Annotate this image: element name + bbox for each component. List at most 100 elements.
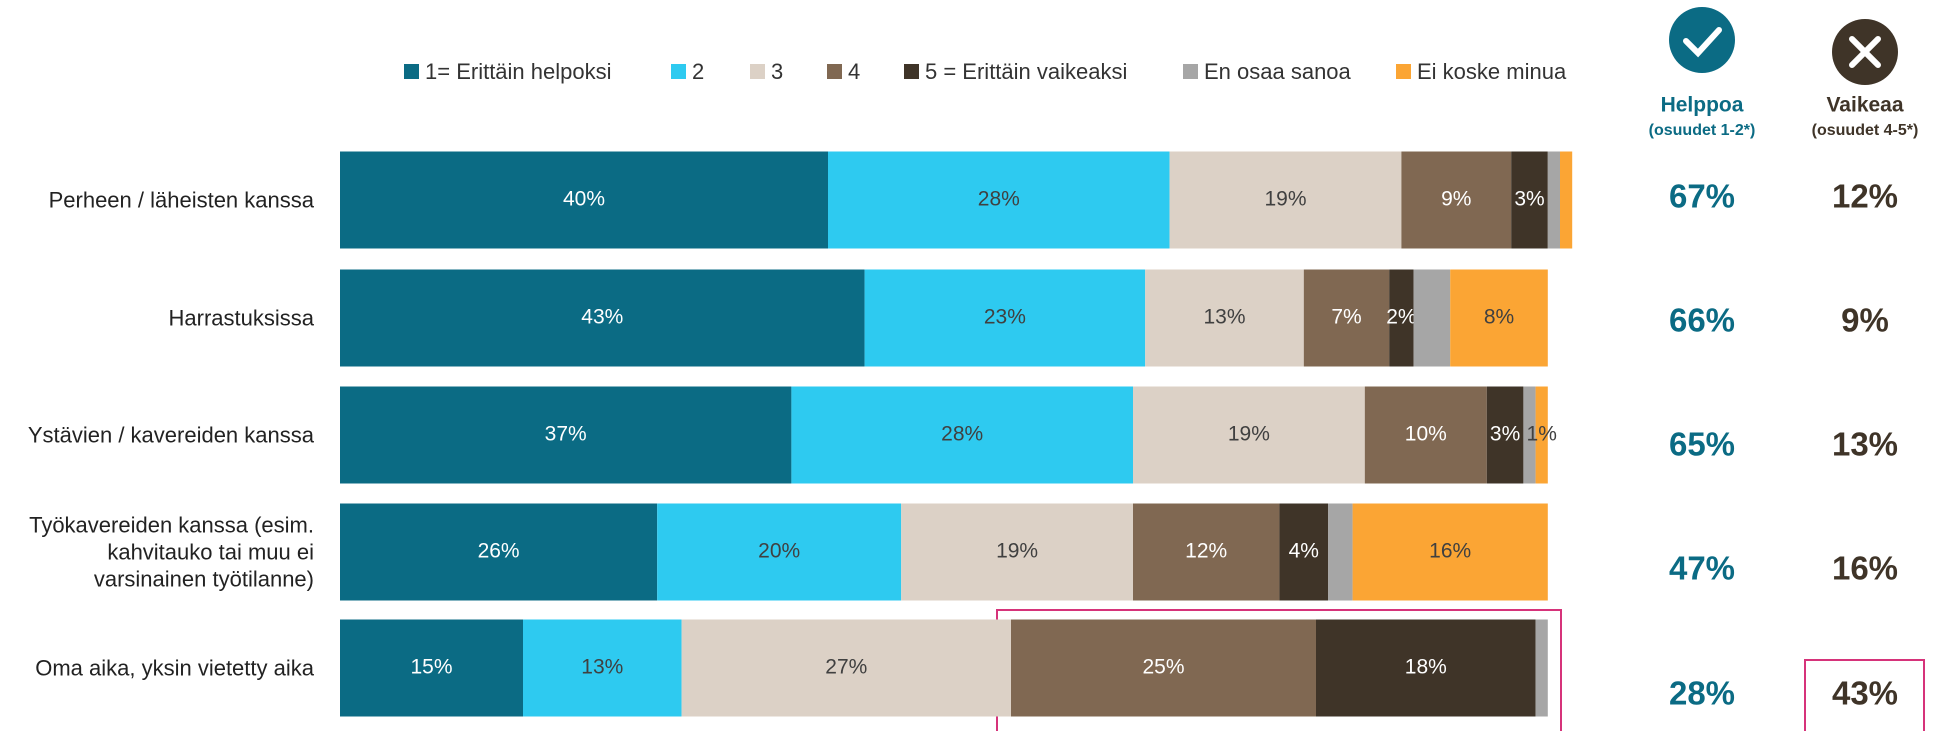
bar-segment xyxy=(340,619,523,717)
category-label: Oma aika, yksin vietetty aika xyxy=(35,655,314,681)
bar-segment xyxy=(1169,151,1402,249)
data-label: 23% xyxy=(984,306,1026,329)
data-label: 4% xyxy=(1289,540,1319,563)
legend-label: 1= Erittäin helpoksi xyxy=(425,59,612,84)
data-label: 2% xyxy=(1386,306,1416,329)
bar-segment xyxy=(901,503,1133,601)
bar-segment xyxy=(1535,619,1548,717)
bar-segment xyxy=(1535,386,1548,484)
bar-segment xyxy=(1401,151,1512,249)
data-label: 40% xyxy=(563,188,605,211)
data-label: 1% xyxy=(1527,423,1557,446)
summary-subtitle: (osuudet 1-2*) xyxy=(1649,122,1756,139)
summary-value: 67% xyxy=(1669,178,1735,215)
bar-segment xyxy=(1011,619,1316,717)
summary-title: Vaikeaa xyxy=(1826,94,1903,117)
category-label: Perheen / läheisten kanssa xyxy=(48,187,314,213)
legend-label: 5 = Erittäin vaikeaksi xyxy=(925,59,1127,84)
data-label: 20% xyxy=(758,540,800,563)
data-label: 3% xyxy=(1490,423,1520,446)
data-label: 27% xyxy=(825,656,867,679)
summary-value: 28% xyxy=(1669,675,1735,712)
bar-segment xyxy=(1316,619,1536,717)
summary-value: 12% xyxy=(1832,178,1898,215)
bar-segment xyxy=(1145,269,1304,367)
legend-swatch xyxy=(1396,64,1411,79)
legend-label: Ei koske minua xyxy=(1417,59,1567,84)
summary-value: 9% xyxy=(1841,302,1889,339)
summary-value: 13% xyxy=(1832,426,1898,463)
data-label: 37% xyxy=(545,423,587,446)
summary-title: Helppoa xyxy=(1661,94,1744,117)
bar-segment xyxy=(1303,269,1390,367)
data-label: 28% xyxy=(941,423,983,446)
data-label: 12% xyxy=(1185,540,1227,563)
check-mark xyxy=(1683,27,1722,58)
data-label: 19% xyxy=(996,540,1038,563)
legend-swatch xyxy=(904,64,919,79)
bar-segment xyxy=(828,151,1170,249)
bar-segment xyxy=(1279,503,1329,601)
data-label: 9% xyxy=(1441,188,1471,211)
summary-value: 66% xyxy=(1669,302,1735,339)
bar-segment xyxy=(1511,151,1548,249)
bar-segment xyxy=(1133,386,1365,484)
data-label: 25% xyxy=(1142,656,1184,679)
data-label: 19% xyxy=(1264,188,1306,211)
check-icon xyxy=(1669,7,1735,73)
data-label: 15% xyxy=(410,656,452,679)
bar-segment xyxy=(1389,269,1414,367)
category-label: Työkavereiden kanssa (esim. kahvitauko t… xyxy=(29,512,314,592)
data-label: 8% xyxy=(1484,306,1514,329)
data-label: 19% xyxy=(1228,423,1270,446)
legend-label: 4 xyxy=(848,59,860,84)
summary-subtitle: (osuudet 4-5*) xyxy=(1812,122,1919,139)
bar-segment xyxy=(1523,386,1536,484)
legend-swatch xyxy=(750,64,765,79)
bar-segment xyxy=(1364,386,1487,484)
bar-segment xyxy=(791,386,1133,484)
data-label: 43% xyxy=(581,306,623,329)
summary-value: 43% xyxy=(1832,675,1898,712)
bar-segment xyxy=(340,503,658,601)
data-label: 28% xyxy=(978,188,1020,211)
data-label: 18% xyxy=(1405,656,1447,679)
legend-swatch xyxy=(671,64,686,79)
data-label: 13% xyxy=(1203,306,1245,329)
data-label: 3% xyxy=(1514,188,1544,211)
data-label: 7% xyxy=(1331,306,1361,329)
bar-segment xyxy=(657,503,902,601)
legend-swatch xyxy=(827,64,842,79)
highlight-box xyxy=(1804,659,1925,731)
legend-swatch xyxy=(1183,64,1198,79)
cross-mark xyxy=(1849,36,1881,68)
bar-segment xyxy=(1352,503,1548,601)
legend-label: 2 xyxy=(692,59,704,84)
bar-segment xyxy=(340,386,792,484)
bar-segment xyxy=(1547,151,1560,249)
bar-segment xyxy=(340,151,828,249)
summary-value: 65% xyxy=(1669,426,1735,463)
summary-value: 16% xyxy=(1832,550,1898,587)
legend-label: 3 xyxy=(771,59,783,84)
summary-value: 47% xyxy=(1669,550,1735,587)
data-label: 13% xyxy=(581,656,623,679)
category-label: Harrastuksissa xyxy=(168,305,314,331)
bar-segment xyxy=(1560,151,1573,249)
bar-segment xyxy=(1413,269,1451,367)
bar-segment xyxy=(1133,503,1280,601)
bar-segment xyxy=(1486,386,1524,484)
legend-swatch xyxy=(404,64,419,79)
bar-segment xyxy=(681,619,1011,717)
bar-segment xyxy=(1328,503,1353,601)
data-label: 26% xyxy=(478,540,520,563)
legend-label: En osaa sanoa xyxy=(1204,59,1352,84)
data-label: 10% xyxy=(1405,423,1447,446)
bar-segment xyxy=(864,269,1146,367)
category-label: Ystävien / kavereiden kanssa xyxy=(27,422,314,448)
data-label: 16% xyxy=(1429,540,1471,563)
bar-segment xyxy=(1450,269,1548,367)
bar-segment xyxy=(340,269,865,367)
